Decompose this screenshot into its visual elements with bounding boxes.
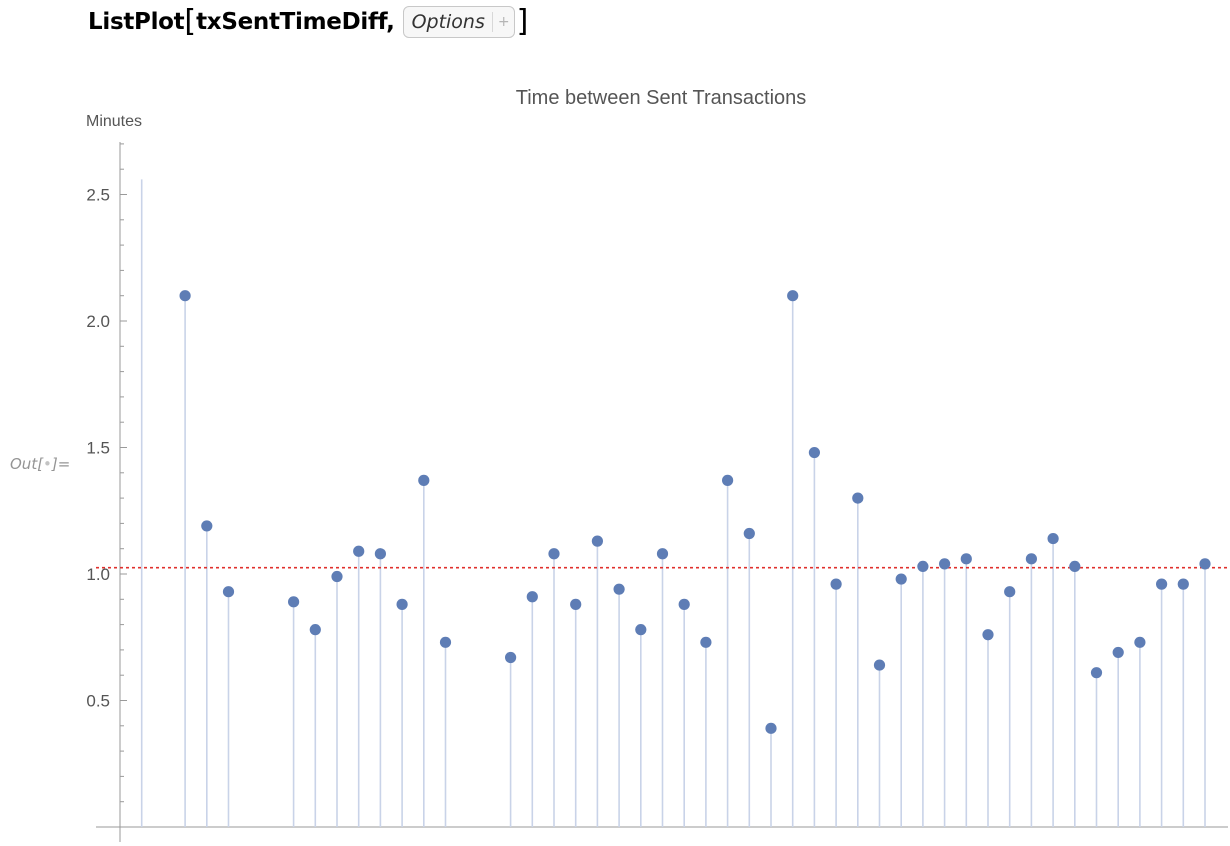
data-point[interactable] bbox=[1156, 578, 1168, 590]
data-point[interactable] bbox=[656, 548, 669, 560]
data-point[interactable] bbox=[505, 651, 517, 664]
y-tick-label: 1.0 bbox=[86, 565, 110, 584]
data-point[interactable] bbox=[548, 548, 560, 560]
data-point[interactable] bbox=[418, 474, 430, 486]
output-label-suffix: ]= bbox=[51, 455, 71, 473]
output-dot-icon: • bbox=[43, 455, 52, 473]
data-point[interactable] bbox=[960, 553, 972, 565]
data-point[interactable] bbox=[1112, 646, 1124, 659]
data-point[interactable] bbox=[1134, 636, 1146, 648]
data-point[interactable] bbox=[939, 558, 951, 570]
data-point[interactable] bbox=[1047, 532, 1059, 545]
data-point[interactable] bbox=[873, 659, 886, 671]
data-point[interactable] bbox=[1025, 553, 1037, 565]
output-label: Out[•]= bbox=[10, 455, 70, 473]
data-point[interactable] bbox=[808, 446, 821, 459]
output-label-prefix: Out[ bbox=[10, 455, 44, 473]
data-point[interactable] bbox=[765, 722, 777, 734]
data-point[interactable] bbox=[591, 535, 604, 547]
data-point[interactable] bbox=[613, 583, 625, 595]
options-divider bbox=[491, 12, 493, 32]
data-point[interactable] bbox=[895, 573, 907, 585]
function-name: ListPlot bbox=[88, 9, 185, 35]
options-label: Options bbox=[411, 11, 485, 33]
data-point[interactable] bbox=[179, 290, 191, 302]
data-point[interactable] bbox=[396, 598, 408, 610]
data-point[interactable] bbox=[1199, 558, 1211, 570]
data-point[interactable] bbox=[743, 527, 755, 540]
data-point[interactable] bbox=[830, 578, 842, 590]
data-point[interactable] bbox=[288, 596, 300, 608]
y-tick-label: 2.5 bbox=[86, 186, 110, 205]
data-point[interactable] bbox=[787, 290, 799, 302]
options-button[interactable]: Options + bbox=[402, 6, 515, 38]
function-argument: txSentTimeDiff, bbox=[196, 9, 395, 35]
close-bracket: ] bbox=[516, 4, 529, 39]
data-point[interactable] bbox=[1090, 667, 1103, 679]
y-axis-label: Minutes bbox=[86, 113, 142, 130]
input-cell[interactable]: ListPlot [ txSentTimeDiff, Options + ] bbox=[88, 0, 528, 44]
y-tick-label: 0.5 bbox=[86, 692, 110, 711]
data-point[interactable] bbox=[353, 545, 365, 557]
data-point[interactable] bbox=[982, 629, 994, 641]
data-point[interactable] bbox=[635, 624, 647, 636]
data-point[interactable] bbox=[201, 520, 213, 532]
data-point[interactable] bbox=[439, 636, 452, 648]
data-point[interactable] bbox=[1004, 586, 1016, 598]
data-point[interactable] bbox=[722, 474, 734, 486]
data-point[interactable] bbox=[526, 591, 538, 603]
data-point[interactable] bbox=[852, 492, 864, 504]
chart-title: Time between Sent Transactions bbox=[516, 87, 807, 109]
data-point[interactable] bbox=[309, 624, 321, 636]
y-tick-label: 2.0 bbox=[86, 312, 110, 331]
data-point[interactable] bbox=[678, 598, 690, 610]
data-point[interactable] bbox=[917, 560, 929, 573]
data-point[interactable] bbox=[374, 548, 386, 560]
y-tick-label: 1.5 bbox=[86, 439, 110, 458]
data-point[interactable] bbox=[700, 636, 712, 648]
data-point[interactable] bbox=[1069, 560, 1081, 573]
open-bracket: [ bbox=[184, 4, 197, 39]
plus-icon[interactable]: + bbox=[497, 14, 510, 30]
data-point[interactable] bbox=[222, 586, 235, 598]
data-point[interactable] bbox=[331, 570, 343, 583]
data-point[interactable] bbox=[570, 598, 582, 610]
data-point[interactable] bbox=[1177, 578, 1189, 590]
